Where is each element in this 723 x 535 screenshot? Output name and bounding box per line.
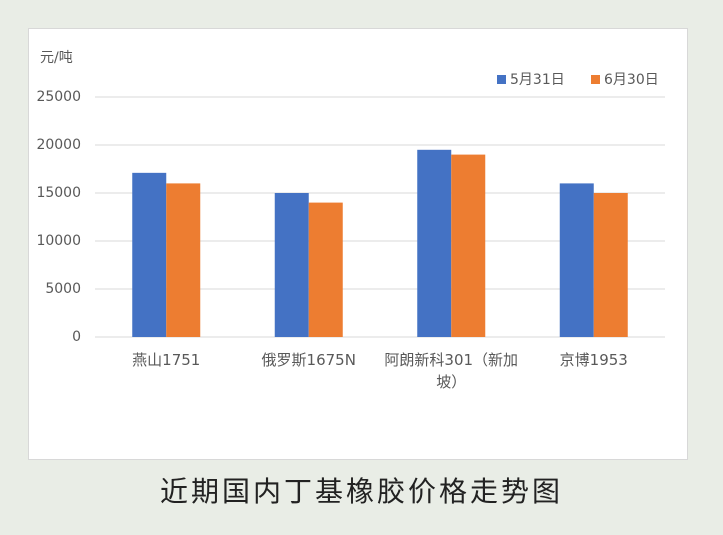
x-tick-label: 京博1953	[559, 351, 628, 369]
bar	[166, 183, 201, 337]
bar	[593, 193, 628, 337]
legend-swatch	[497, 75, 506, 84]
x-tick-label: 燕山1751	[132, 351, 201, 369]
y-axis-label: 元/吨	[40, 50, 73, 66]
bar	[274, 193, 309, 337]
y-tick-label: 15000	[36, 185, 81, 201]
y-tick-label: 20000	[36, 137, 81, 153]
legend-label: 6月30日	[604, 72, 659, 88]
legend-label: 5月31日	[510, 72, 565, 88]
bar	[308, 202, 343, 337]
y-tick-label: 0	[72, 329, 81, 345]
bar	[132, 172, 167, 337]
y-tick-label: 25000	[36, 89, 81, 105]
y-tick-label: 10000	[36, 233, 81, 249]
y-tick-label: 5000	[45, 281, 81, 297]
chart-title: 近期国内丁基橡胶价格走势图	[159, 475, 563, 508]
x-tick-label: 阿朗新科301（新加坡）	[384, 351, 519, 391]
bar	[417, 149, 452, 337]
x-tick-label: 俄罗斯1675N	[261, 351, 356, 369]
bar	[451, 154, 486, 337]
legend-swatch	[591, 75, 600, 84]
bar	[559, 183, 594, 337]
